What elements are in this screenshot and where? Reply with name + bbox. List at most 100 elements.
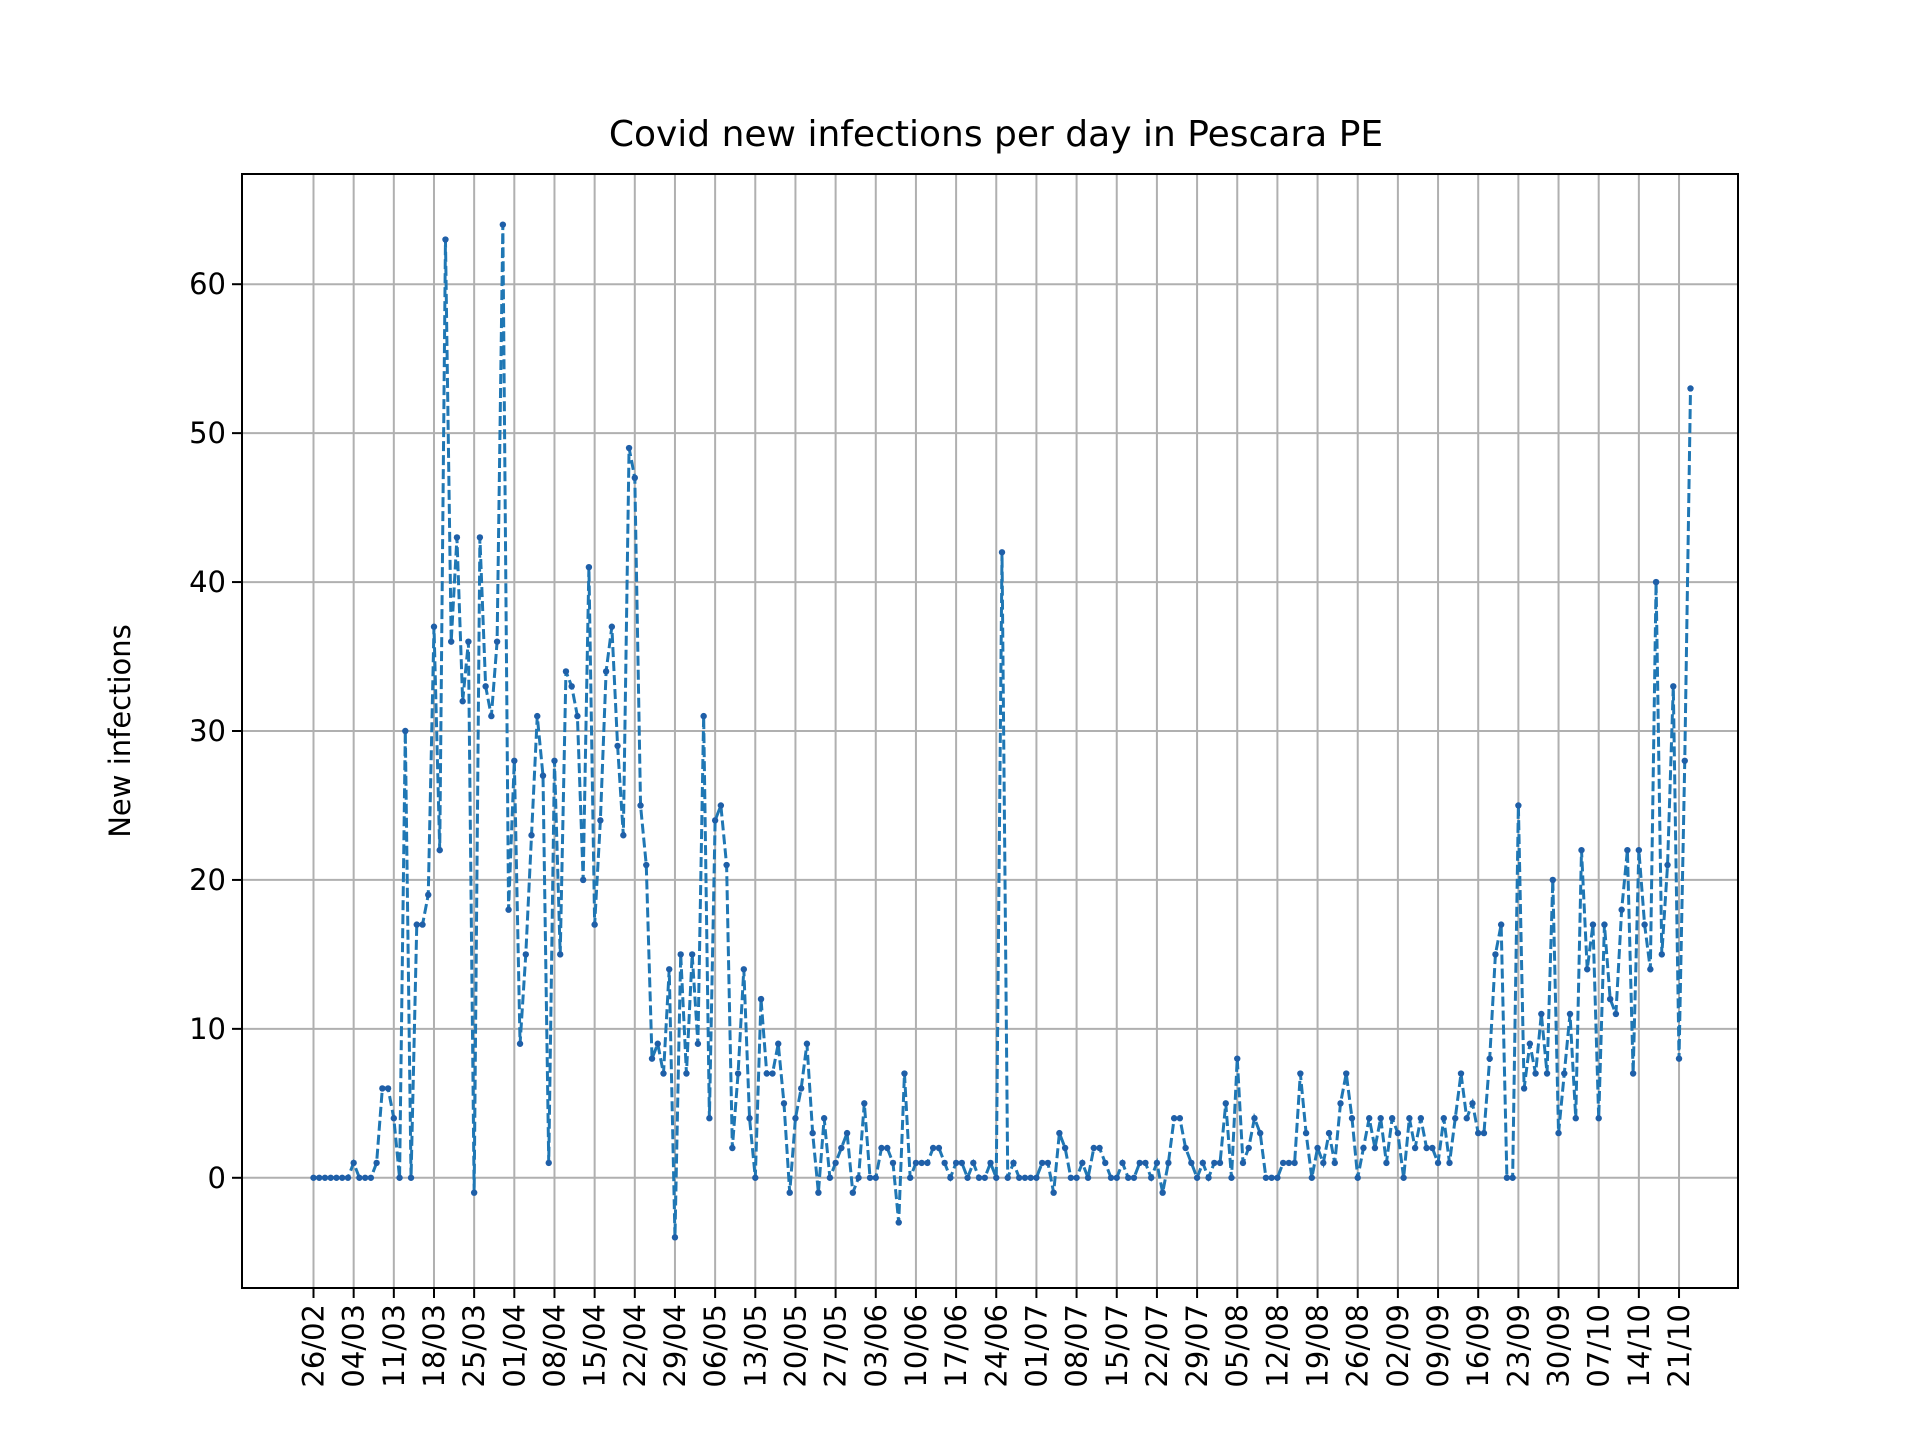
x-tick-label: 22/07	[1140, 1304, 1174, 1388]
data-point	[528, 832, 535, 839]
data-point	[568, 683, 575, 690]
y-tick-label: 30	[189, 714, 226, 748]
data-point	[1440, 1115, 1447, 1122]
y-tick-label: 50	[189, 416, 226, 450]
y-tick-label: 20	[189, 863, 226, 897]
data-point	[539, 772, 547, 779]
data-point	[706, 1115, 713, 1122]
data-point	[551, 757, 558, 764]
data-point	[895, 1219, 902, 1226]
grid	[242, 174, 1738, 1288]
data-point	[430, 623, 438, 630]
data-point	[907, 1174, 914, 1181]
data-point	[1549, 876, 1557, 884]
x-tick-label: 11/03	[377, 1304, 411, 1388]
x-tick-label: 06/05	[698, 1304, 732, 1388]
data-point	[1515, 802, 1522, 809]
y-tick-label: 60	[189, 267, 226, 301]
data-point	[1021, 1174, 1029, 1181]
data-point	[614, 742, 621, 750]
data-point	[1664, 861, 1671, 869]
x-tick-label: 02/09	[1381, 1304, 1415, 1388]
data-point	[1446, 1159, 1453, 1167]
data-point	[1337, 1100, 1344, 1107]
data-point	[1457, 1070, 1465, 1077]
data-point	[419, 921, 426, 928]
data-point	[1279, 1159, 1287, 1167]
y-axis-label: New infections	[103, 624, 137, 838]
data-point	[1400, 1174, 1407, 1181]
data-point	[717, 802, 725, 809]
data-point	[924, 1159, 931, 1167]
data-point	[740, 966, 748, 973]
data-point	[1193, 1174, 1201, 1181]
x-tick-label: 27/05	[819, 1304, 853, 1388]
data-point	[1044, 1159, 1052, 1167]
x-tick-label: 17/06	[939, 1304, 973, 1388]
data-point	[1107, 1174, 1115, 1181]
data-point	[1245, 1144, 1252, 1152]
data-point	[958, 1159, 966, 1167]
data-point	[1234, 1055, 1241, 1062]
data-point	[700, 712, 707, 720]
data-point	[1406, 1115, 1413, 1122]
data-point	[786, 1189, 793, 1196]
data-point	[608, 623, 616, 630]
data-points	[310, 221, 1694, 1241]
data-point	[1239, 1159, 1247, 1167]
data-point	[648, 1055, 656, 1062]
data-point	[889, 1159, 897, 1167]
data-point	[643, 861, 650, 869]
data-point	[1079, 1159, 1086, 1167]
data-point	[350, 1159, 357, 1167]
x-axis: 26/02 04/03 11/03 18/03 25/03 01/04 08/04 15/04…	[297, 1288, 1696, 1388]
x-tick-label: 08/07	[1060, 1304, 1094, 1388]
data-point	[1010, 1159, 1017, 1167]
data-point	[1641, 921, 1648, 928]
data-point	[1417, 1115, 1425, 1122]
data-point	[935, 1144, 943, 1152]
data-point	[884, 1144, 891, 1152]
data-point	[1486, 1055, 1493, 1062]
data-point	[975, 1174, 983, 1181]
data-point	[1325, 1129, 1333, 1137]
data-point	[1285, 1159, 1293, 1167]
data-point	[1090, 1144, 1098, 1152]
data-point	[1538, 1010, 1545, 1018]
data-point	[488, 712, 495, 720]
data-point	[711, 817, 719, 824]
data-point	[1274, 1174, 1281, 1181]
data-point	[1480, 1129, 1488, 1137]
data-point	[832, 1159, 839, 1167]
data-point	[442, 236, 449, 243]
data-point	[1411, 1144, 1419, 1152]
series-layer	[310, 221, 1694, 1241]
data-point	[763, 1070, 770, 1077]
data-point	[1629, 1070, 1637, 1077]
data-point	[688, 951, 696, 958]
x-tick-label: 07/10	[1582, 1304, 1616, 1388]
data-point	[803, 1040, 811, 1047]
x-tick-label: 29/07	[1180, 1304, 1214, 1388]
x-tick-label: 12/08	[1260, 1304, 1294, 1388]
x-tick-label: 13/05	[738, 1304, 772, 1388]
data-point	[1084, 1174, 1092, 1181]
data-point	[820, 1115, 828, 1122]
x-tick-label: 16/09	[1461, 1304, 1495, 1388]
data-point	[1612, 1010, 1620, 1018]
data-point	[1256, 1129, 1264, 1137]
data-point	[729, 1144, 736, 1152]
data-point	[1320, 1159, 1327, 1167]
data-point	[912, 1159, 920, 1167]
data-point	[1429, 1144, 1436, 1152]
data-point	[396, 1174, 403, 1181]
data-point	[1595, 1115, 1602, 1122]
data-point	[1572, 1115, 1579, 1122]
data-point	[597, 817, 604, 824]
x-tick-label: 19/08	[1301, 1304, 1335, 1388]
data-point	[470, 1189, 478, 1196]
x-tick-label: 09/09	[1421, 1304, 1455, 1388]
data-point	[993, 1174, 1000, 1181]
data-point	[694, 1040, 702, 1047]
data-point	[1354, 1174, 1361, 1181]
